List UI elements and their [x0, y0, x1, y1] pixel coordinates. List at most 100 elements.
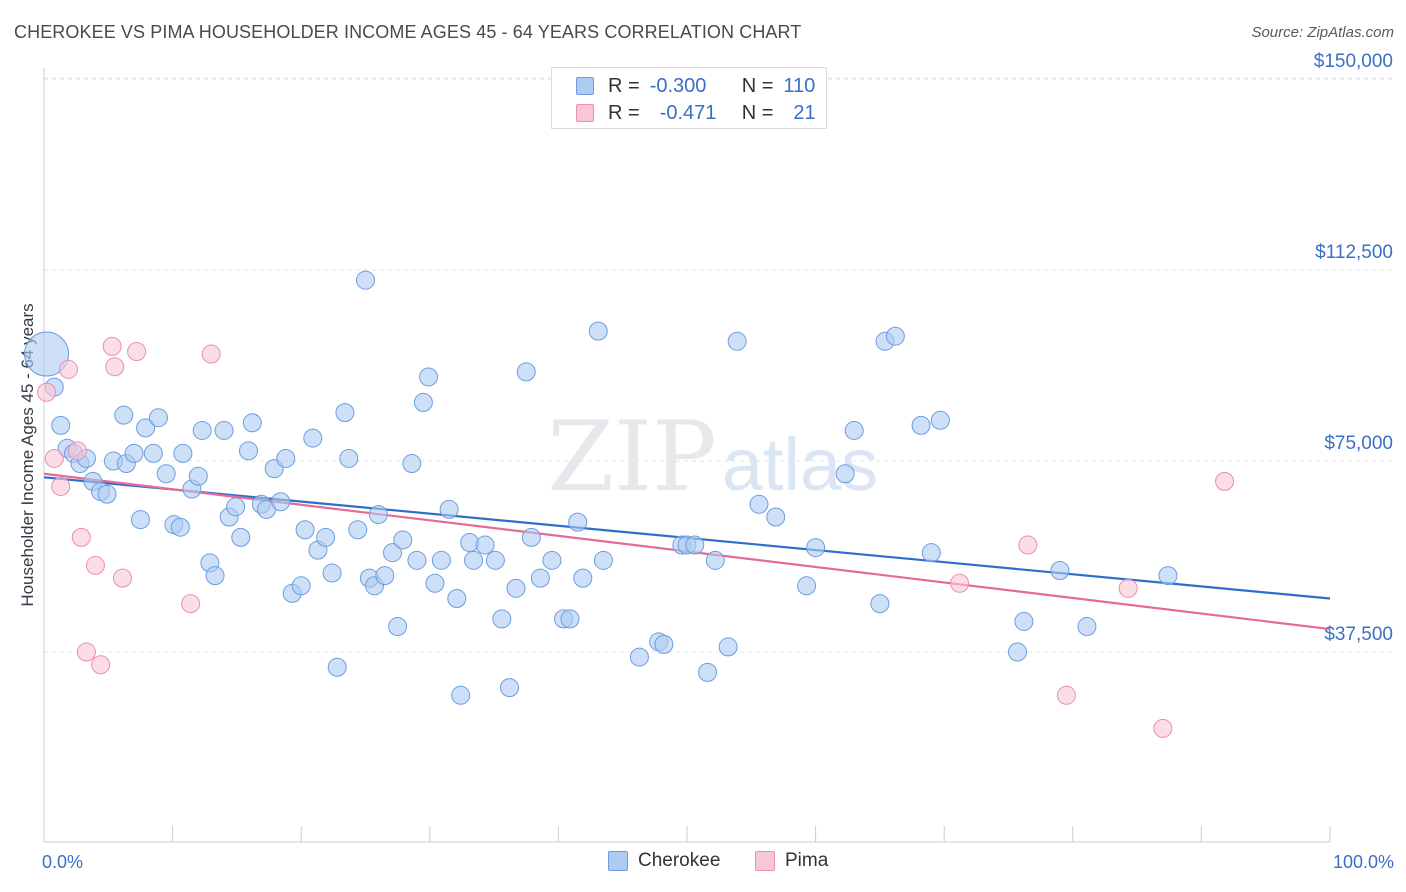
point-cherokee — [921, 543, 941, 563]
point-cherokee — [383, 543, 403, 563]
point-cherokee — [114, 405, 134, 425]
point-cherokee — [1050, 561, 1070, 581]
point-cherokee — [485, 550, 505, 570]
point-cherokee — [291, 576, 311, 596]
point-cherokee — [231, 527, 251, 547]
point-cherokee — [930, 410, 950, 430]
point-cherokee — [766, 507, 786, 527]
point-cherokee — [885, 326, 905, 346]
point-cherokee — [188, 466, 208, 486]
point-pima — [950, 573, 970, 593]
point-cherokee — [464, 550, 484, 570]
point-cherokee — [388, 617, 408, 637]
point-cherokee — [749, 494, 769, 514]
point-pima — [127, 341, 147, 361]
legend-row-pima: R = -0.471 N = 21 — [552, 99, 816, 127]
series-legend-pima: Pima — [755, 850, 828, 872]
point-cherokee — [407, 550, 427, 570]
point-pima — [1153, 718, 1173, 738]
point-cherokee — [797, 576, 817, 596]
point-cherokee — [425, 573, 445, 593]
point-pima — [71, 527, 91, 547]
point-pima — [58, 359, 78, 379]
point-pima — [105, 357, 125, 377]
point-pima — [85, 555, 105, 575]
point-cherokee — [1158, 566, 1178, 586]
point-cherokee — [271, 492, 291, 512]
axes — [43, 68, 1331, 843]
x-tick-label-min: 0.0% — [42, 852, 84, 872]
point-cherokee — [593, 550, 613, 570]
point-pima — [76, 642, 96, 662]
point-cherokee — [439, 499, 459, 519]
point-pima — [201, 344, 221, 364]
point-cherokee — [573, 568, 593, 588]
legend-row-cherokee: R = -0.300 N = 110 — [552, 72, 815, 100]
series-swatch-pima — [755, 851, 775, 871]
legend-swatch-cherokee — [576, 77, 594, 95]
point-cherokee — [205, 566, 225, 586]
point-cherokee — [521, 527, 541, 547]
point-cherokee — [238, 441, 258, 461]
point-cherokee — [1077, 617, 1097, 637]
point-cherokee — [654, 634, 674, 654]
point-cherokee — [568, 512, 588, 532]
series-legend: Cherokee Pima — [0, 850, 1406, 878]
y-tick-label: $37,500 — [1324, 624, 1393, 645]
point-cherokee — [402, 454, 422, 474]
point-pima — [67, 441, 87, 461]
point-cherokee — [136, 418, 156, 438]
point-cherokee — [530, 568, 550, 588]
point-cherokee — [451, 685, 471, 705]
point-cherokee — [130, 510, 150, 530]
point-pima — [112, 568, 132, 588]
point-cherokee — [339, 448, 359, 468]
point-cherokee — [148, 408, 168, 428]
point-cherokee — [303, 428, 323, 448]
y-tick-labels: $37,500 $75,000 $112,500 $150,000 — [1314, 51, 1393, 645]
legend-n-value: 21 — [793, 101, 816, 124]
point-cherokee — [806, 538, 826, 558]
data-points — [24, 270, 1235, 738]
legend-n-label: N = — [741, 101, 774, 124]
point-cherokee — [368, 504, 388, 524]
point-cherokee — [629, 647, 649, 667]
point-cherokee — [97, 484, 117, 504]
point-cherokee — [475, 535, 495, 555]
y-tick-label: $150,000 — [1314, 51, 1393, 72]
point-cherokee — [335, 403, 355, 423]
point-cherokee — [393, 530, 413, 550]
point-cherokee — [348, 520, 368, 540]
series-swatch-cherokee — [608, 851, 628, 871]
point-cherokee — [727, 331, 747, 351]
series-name-cherokee: Cherokee — [638, 850, 721, 871]
point-cherokee — [447, 589, 467, 609]
point-cherokee — [322, 563, 342, 583]
series-name-pima: Pima — [785, 850, 829, 871]
point-cherokee — [1008, 642, 1028, 662]
legend-r-value: -0.471 — [659, 101, 717, 124]
point-cherokee — [242, 413, 262, 433]
point-pima — [44, 448, 64, 468]
point-cherokee — [413, 392, 433, 412]
point-cherokee — [375, 566, 395, 586]
point-cherokee — [419, 367, 439, 387]
watermark: ZIP atlas — [547, 401, 878, 513]
point-cherokee — [542, 550, 562, 570]
legend-n-label: N = — [741, 74, 774, 97]
point-cherokee — [835, 464, 855, 484]
point-cherokee — [170, 517, 190, 537]
watermark-zip: ZIP — [547, 401, 716, 513]
point-cherokee — [911, 415, 931, 435]
point-cherokee — [316, 527, 336, 547]
legend-r-label: R = — [608, 74, 640, 97]
point-cherokee — [143, 443, 163, 463]
chart-title: CHEROKEE VS PIMA HOUSEHOLDER INCOME AGES… — [14, 22, 802, 42]
series-legend-cherokee: Cherokee — [608, 850, 720, 872]
point-pima — [1118, 578, 1138, 598]
x-tick-label-max: 100.0% — [1332, 852, 1394, 872]
point-pima — [1056, 685, 1076, 705]
point-cherokee — [718, 637, 738, 657]
point-cherokee — [500, 678, 520, 698]
point-cherokee — [506, 578, 526, 598]
